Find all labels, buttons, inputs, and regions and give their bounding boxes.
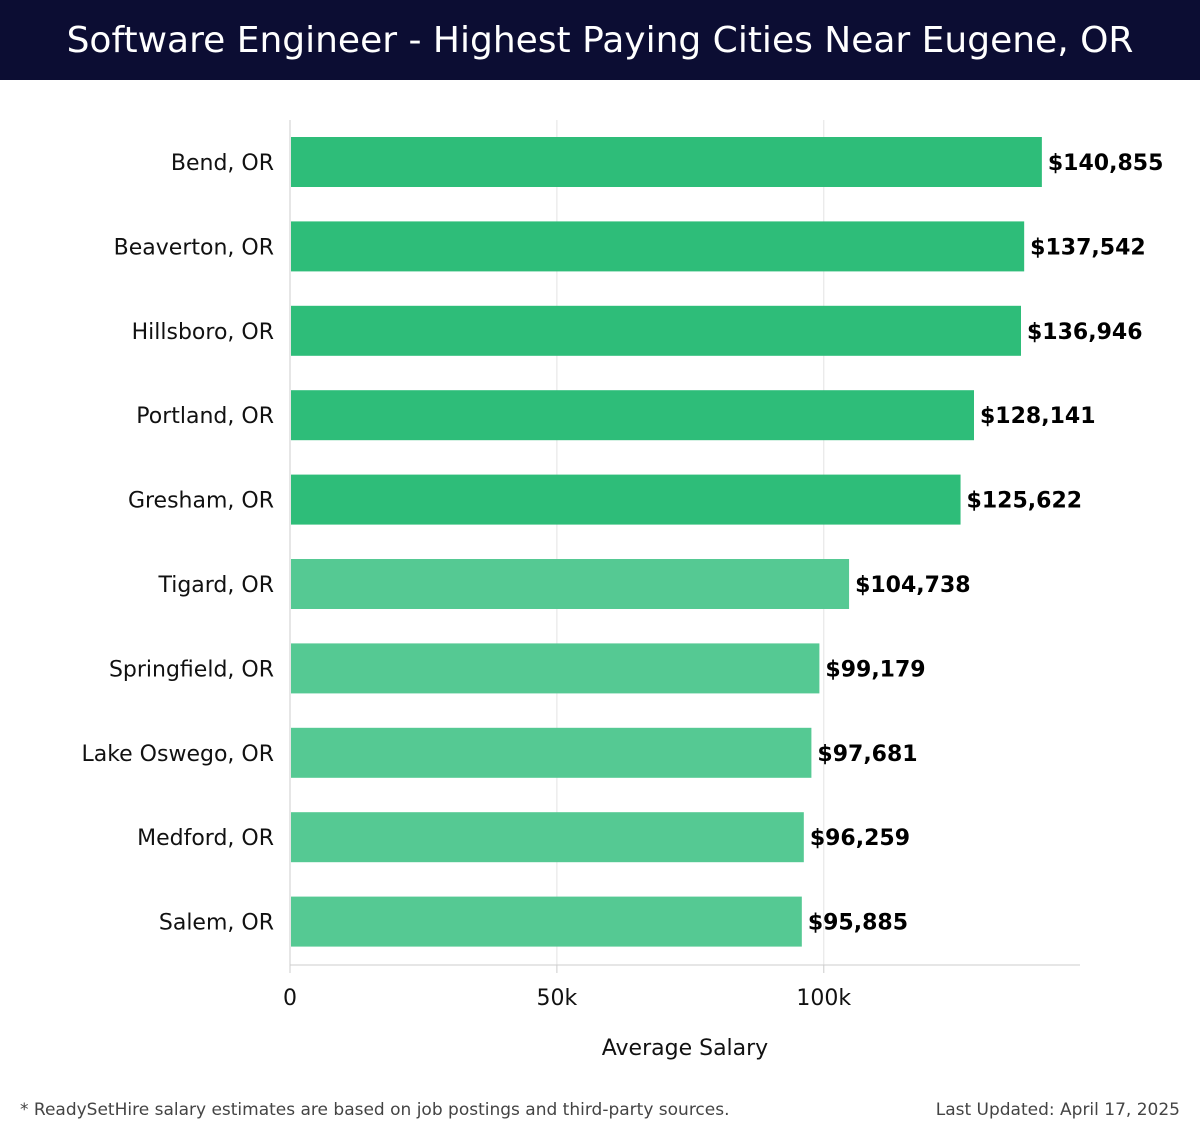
bar bbox=[291, 896, 802, 947]
bar bbox=[291, 643, 820, 694]
chart-title: Software Engineer - Highest Paying Citie… bbox=[66, 19, 1134, 61]
value-label: $137,542 bbox=[1030, 235, 1146, 260]
category-label: Hillsboro, OR bbox=[132, 320, 274, 345]
value-label: $125,622 bbox=[967, 489, 1083, 514]
category-label: Tigard, OR bbox=[157, 573, 274, 598]
value-label: $140,855 bbox=[1048, 151, 1164, 176]
category-label: Springfield, OR bbox=[109, 657, 274, 682]
title-bar: Software Engineer - Highest Paying Citie… bbox=[0, 0, 1200, 80]
bars bbox=[291, 137, 1042, 947]
value-label: $128,141 bbox=[980, 404, 1096, 429]
category-label: Portland, OR bbox=[136, 404, 274, 429]
value-label: $96,259 bbox=[810, 826, 910, 851]
bar bbox=[291, 727, 812, 778]
x-axis: 0 50k 100k bbox=[283, 964, 1080, 1011]
bar bbox=[291, 305, 1021, 356]
bar bbox=[291, 137, 1042, 187]
category-label: Salem, OR bbox=[159, 911, 274, 936]
labels: Bend, OR $140,855 Beaverton, OR $137,542 Hil… bbox=[81, 151, 1163, 936]
bar bbox=[291, 221, 1025, 272]
value-label: $104,738 bbox=[855, 573, 971, 598]
x-tick-label: 100k bbox=[796, 986, 851, 1011]
category-label: Gresham, OR bbox=[128, 489, 274, 514]
category-label: Medford, OR bbox=[137, 826, 274, 851]
x-tick-label: 50k bbox=[537, 986, 578, 1011]
category-label: Beaverton, OR bbox=[114, 235, 274, 260]
bar bbox=[291, 559, 850, 609]
bar bbox=[291, 390, 974, 441]
value-label: $97,681 bbox=[817, 742, 917, 767]
footer-note: * ReadySetHire salary estimates are base… bbox=[20, 1100, 730, 1120]
bar-chart: Bend, OR $140,855 Beaverton, OR $137,542 Hil… bbox=[81, 120, 1163, 1061]
bar bbox=[291, 812, 804, 863]
category-label: Bend, OR bbox=[171, 151, 274, 176]
value-label: $136,946 bbox=[1027, 320, 1143, 345]
value-label: $95,885 bbox=[808, 911, 908, 936]
category-label: Lake Oswego, OR bbox=[81, 742, 274, 767]
x-tick-label: 0 bbox=[283, 986, 297, 1011]
value-label: $99,179 bbox=[825, 657, 925, 682]
last-updated: Last Updated: April 17, 2025 bbox=[935, 1100, 1180, 1120]
bar bbox=[291, 474, 961, 525]
x-axis-title: Average Salary bbox=[602, 1036, 768, 1061]
